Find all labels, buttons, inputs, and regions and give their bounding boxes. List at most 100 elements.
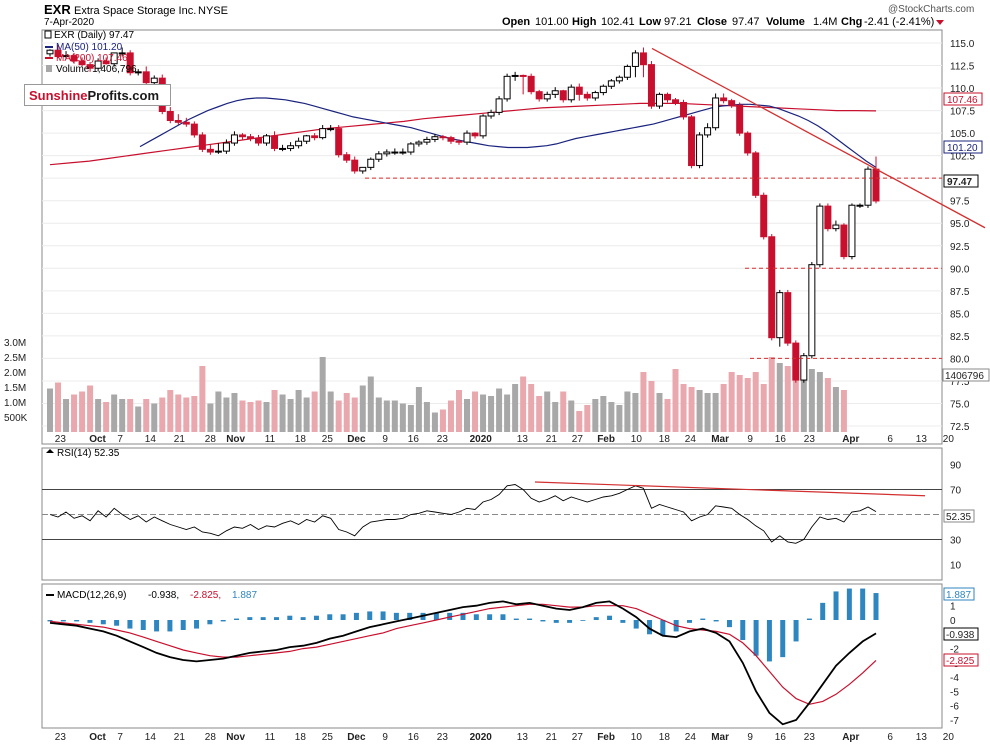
volume-bar — [183, 397, 190, 432]
candle-down — [639, 52, 647, 66]
macd-hist-tag-value: 1.887 — [946, 590, 971, 601]
price-tick-label: 72.5 — [950, 422, 970, 433]
macd-tick-label: -2 — [950, 645, 959, 656]
date-tick-label: 23 — [55, 434, 67, 445]
macd-histogram-bar — [833, 591, 839, 620]
rsi-tick-label: 70 — [950, 486, 962, 497]
volume-bar — [175, 394, 182, 432]
close-tag — [943, 174, 979, 188]
ma50-line — [139, 97, 877, 168]
volume-bar — [496, 388, 503, 432]
volume-bar — [199, 366, 206, 432]
volume-bar — [664, 399, 671, 432]
volume-bar — [191, 396, 198, 432]
macd-signal-line — [49, 603, 877, 705]
volume-bar — [423, 402, 430, 432]
symbol: EXR — [44, 2, 71, 17]
volume-bar — [287, 399, 294, 432]
volume-bar — [319, 357, 326, 432]
volume-bar — [111, 394, 118, 432]
macd-legend: MACD(12,26,9) -0.938, -2.825, 1.887 1.88… — [46, 587, 979, 667]
candle-down — [535, 91, 543, 100]
volume-bar — [127, 399, 134, 432]
volume-tick-label: 2.5M — [4, 353, 26, 364]
macd-histogram-bar — [353, 612, 359, 620]
macd-tick-label: 0 — [950, 616, 956, 627]
volume-bar — [632, 393, 639, 432]
macd-histogram-bar — [447, 612, 453, 620]
candle-down — [166, 110, 174, 122]
volume-bar — [832, 387, 839, 432]
date-tick-label: Oct — [89, 434, 106, 445]
volume-bar — [672, 369, 679, 432]
volume-bar — [119, 399, 126, 432]
volume-bar — [560, 391, 567, 432]
macd-histogram-bar — [793, 620, 799, 642]
macd-histogram-bar — [433, 612, 439, 620]
candle-up — [214, 150, 222, 153]
date-tick-label: Mar — [711, 434, 729, 445]
candle-down — [311, 135, 319, 139]
macd-histogram-bar — [393, 612, 399, 620]
macd-histogram-bar — [647, 620, 653, 635]
high-value: 102.41 — [601, 16, 635, 28]
macd-histogram-bar — [287, 615, 293, 620]
candle-up — [808, 264, 816, 357]
macd-histogram-bar — [47, 620, 53, 622]
candle-down — [351, 159, 359, 172]
candle-up — [327, 128, 335, 131]
price-tick-label: 77.5 — [950, 377, 970, 388]
exchange: NYSE — [198, 5, 228, 17]
ma200-tag — [943, 92, 983, 106]
volume-bar — [255, 400, 262, 432]
macd-histogram-bar — [234, 618, 240, 620]
macd-histogram-bar — [220, 620, 226, 622]
date-tick-label: 6 — [887, 732, 893, 743]
date-tick-label: 23 — [804, 434, 816, 445]
macd-histogram-bar — [806, 618, 812, 620]
rsi-tick-label: 10 — [950, 561, 962, 572]
candle-up — [615, 76, 623, 82]
rsi-tag-value: 52.35 — [946, 512, 971, 523]
candle-down — [728, 100, 736, 106]
volume-bar — [135, 406, 142, 432]
date-tick-label: 20 — [943, 434, 955, 445]
date-tick-label: Feb — [597, 732, 615, 743]
price-tick-label: 110.0 — [950, 84, 975, 95]
candle-down — [335, 128, 343, 156]
date-tick-label: 21 — [174, 732, 186, 743]
gridlines — [42, 42, 942, 427]
candle-up — [359, 166, 367, 172]
ohlc-readout: Open 101.00 High 102.41 Low 97.21 Close … — [502, 16, 944, 28]
candle-down — [663, 93, 671, 101]
candle-down — [126, 52, 134, 74]
volume-bar — [87, 385, 94, 432]
date-tick-label: 13 — [916, 434, 928, 445]
volume-bar — [207, 403, 214, 432]
rsi-tick-label: 30 — [950, 536, 962, 547]
candle-down — [824, 205, 832, 230]
candle-down — [760, 194, 768, 238]
rsi-pane: 1030507090 — [42, 461, 962, 572]
candle-up — [832, 224, 840, 230]
macd-tag-value: -0.938 — [946, 630, 975, 641]
date-tick-label: 21 — [174, 434, 186, 445]
ma200-tag-value: 107.46 — [947, 95, 978, 106]
macd-histogram-bar — [380, 611, 386, 620]
date-tick-label: 23 — [804, 732, 816, 743]
price-axis-labels: 107.46 101.20 97.47 1406796 — [942, 92, 990, 382]
candle-down — [736, 104, 744, 134]
candle-down — [559, 90, 567, 101]
date-tick-label: Dec — [347, 434, 366, 445]
sunshine-profits-logo: SunshineProfits.com — [24, 84, 171, 106]
price-tick-label: 102.5 — [950, 152, 975, 163]
volume-bar — [808, 369, 815, 432]
volume-bar — [480, 394, 487, 432]
volume-tag — [942, 368, 990, 382]
volume-bar — [768, 357, 775, 432]
candle-down — [78, 60, 86, 66]
candle-up — [712, 97, 720, 129]
volume-bar — [608, 402, 615, 432]
candle-down — [688, 116, 696, 167]
date-tick-label: 18 — [659, 434, 671, 445]
